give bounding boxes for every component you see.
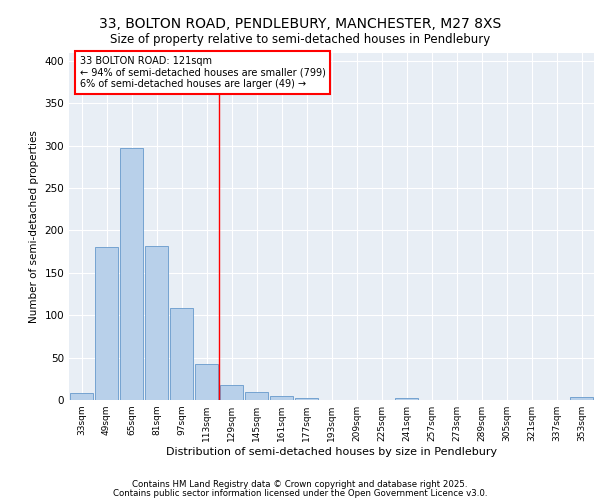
Bar [195, 364, 218, 400]
Y-axis label: Number of semi-detached properties: Number of semi-detached properties [29, 130, 39, 322]
Bar [95, 248, 118, 400]
Text: 33, BOLTON ROAD, PENDLEBURY, MANCHESTER, M27 8XS: 33, BOLTON ROAD, PENDLEBURY, MANCHESTER,… [99, 18, 501, 32]
Bar [120, 148, 143, 400]
Text: 33 BOLTON ROAD: 121sqm
← 94% of semi-detached houses are smaller (799)
6% of sem: 33 BOLTON ROAD: 121sqm ← 94% of semi-det… [79, 56, 325, 89]
Bar [145, 246, 168, 400]
X-axis label: Distribution of semi-detached houses by size in Pendlebury: Distribution of semi-detached houses by … [166, 447, 497, 457]
Text: Contains HM Land Registry data © Crown copyright and database right 2025.: Contains HM Land Registry data © Crown c… [132, 480, 468, 489]
Bar [295, 398, 318, 400]
Bar [570, 396, 593, 400]
Bar [170, 308, 193, 400]
Text: Size of property relative to semi-detached houses in Pendlebury: Size of property relative to semi-detach… [110, 32, 490, 46]
Bar [220, 384, 243, 400]
Bar [70, 393, 93, 400]
Bar [395, 398, 418, 400]
Bar [270, 396, 293, 400]
Bar [245, 392, 268, 400]
Text: Contains public sector information licensed under the Open Government Licence v3: Contains public sector information licen… [113, 489, 487, 498]
